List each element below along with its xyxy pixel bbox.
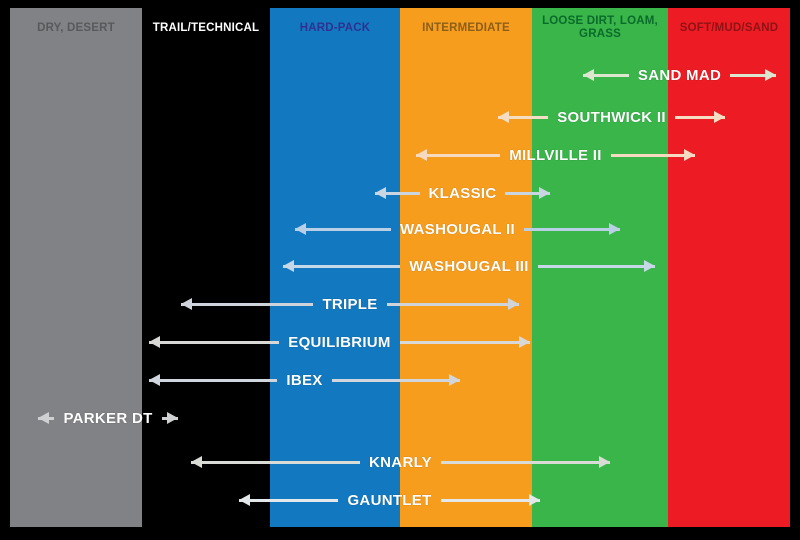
left-arrow-icon [149, 378, 278, 382]
terrain-band-intermediate [400, 8, 532, 527]
right-arrow-icon [674, 115, 725, 119]
right-arrow-icon [524, 227, 620, 231]
range-row-label: WASHOUGAL II [400, 220, 515, 238]
range-row-label: MILLVILLE II [509, 146, 602, 164]
range-row-southwick-ii: SOUTHWICK II [487, 104, 736, 130]
left-arrow-icon [375, 191, 420, 195]
left-arrow-icon [583, 73, 629, 77]
range-row-label: WASHOUGAL III [409, 257, 529, 275]
left-arrow-icon [239, 498, 339, 502]
range-row-millville-ii: MILLVILLE II [405, 142, 706, 168]
range-row-sand-mad: SAND MAD [572, 62, 787, 88]
right-arrow-icon [440, 498, 540, 502]
right-arrow-icon [161, 416, 178, 420]
range-row-ibex: IBEX [138, 367, 471, 393]
right-arrow-icon [610, 153, 696, 157]
right-arrow-icon [399, 340, 530, 344]
left-arrow-icon [416, 153, 501, 157]
range-row-label: GAUNTLET [347, 491, 432, 509]
left-arrow-icon [191, 460, 361, 464]
left-arrow-icon [295, 227, 391, 231]
left-arrow-icon [38, 416, 55, 420]
range-row-gauntlet: GAUNTLET [228, 487, 551, 513]
right-arrow-icon [440, 460, 611, 464]
left-arrow-icon [149, 340, 280, 344]
right-arrow-icon [331, 378, 460, 382]
range-row-label: TRIPLE [322, 295, 378, 313]
terrain-band-soft-mud-sand [668, 8, 790, 527]
range-row-label: IBEX [286, 371, 323, 389]
right-arrow-icon [730, 73, 777, 77]
left-arrow-icon [283, 264, 401, 268]
right-arrow-icon [386, 302, 520, 306]
right-arrow-icon [505, 191, 550, 195]
range-row-knarly: KNARLY [180, 449, 621, 475]
range-row-parker-dt: PARKER DT [27, 405, 189, 431]
range-row-label: SOUTHWICK II [557, 108, 666, 126]
range-row-klassic: KLASSIC [364, 180, 561, 206]
range-row-label: SAND MAD [637, 66, 722, 84]
range-row-washougal-ii: WASHOUGAL II [284, 216, 631, 242]
range-row-triple: TRIPLE [170, 291, 530, 317]
terrain-band-trail [142, 8, 270, 527]
terrain-column-bands [10, 8, 790, 527]
range-row-label: KLASSIC [428, 184, 497, 202]
left-arrow-icon [498, 115, 549, 119]
range-row-washougal-iii: WASHOUGAL III [272, 253, 666, 279]
right-arrow-icon [537, 264, 655, 268]
terrain-band-dry-desert [10, 8, 142, 527]
left-arrow-icon [181, 302, 314, 306]
range-row-label: EQUILIBRIUM [288, 333, 391, 351]
range-row-label: KNARLY [369, 453, 432, 471]
range-row-equilibrium: EQUILIBRIUM [138, 329, 541, 355]
range-row-label: PARKER DT [63, 409, 153, 427]
